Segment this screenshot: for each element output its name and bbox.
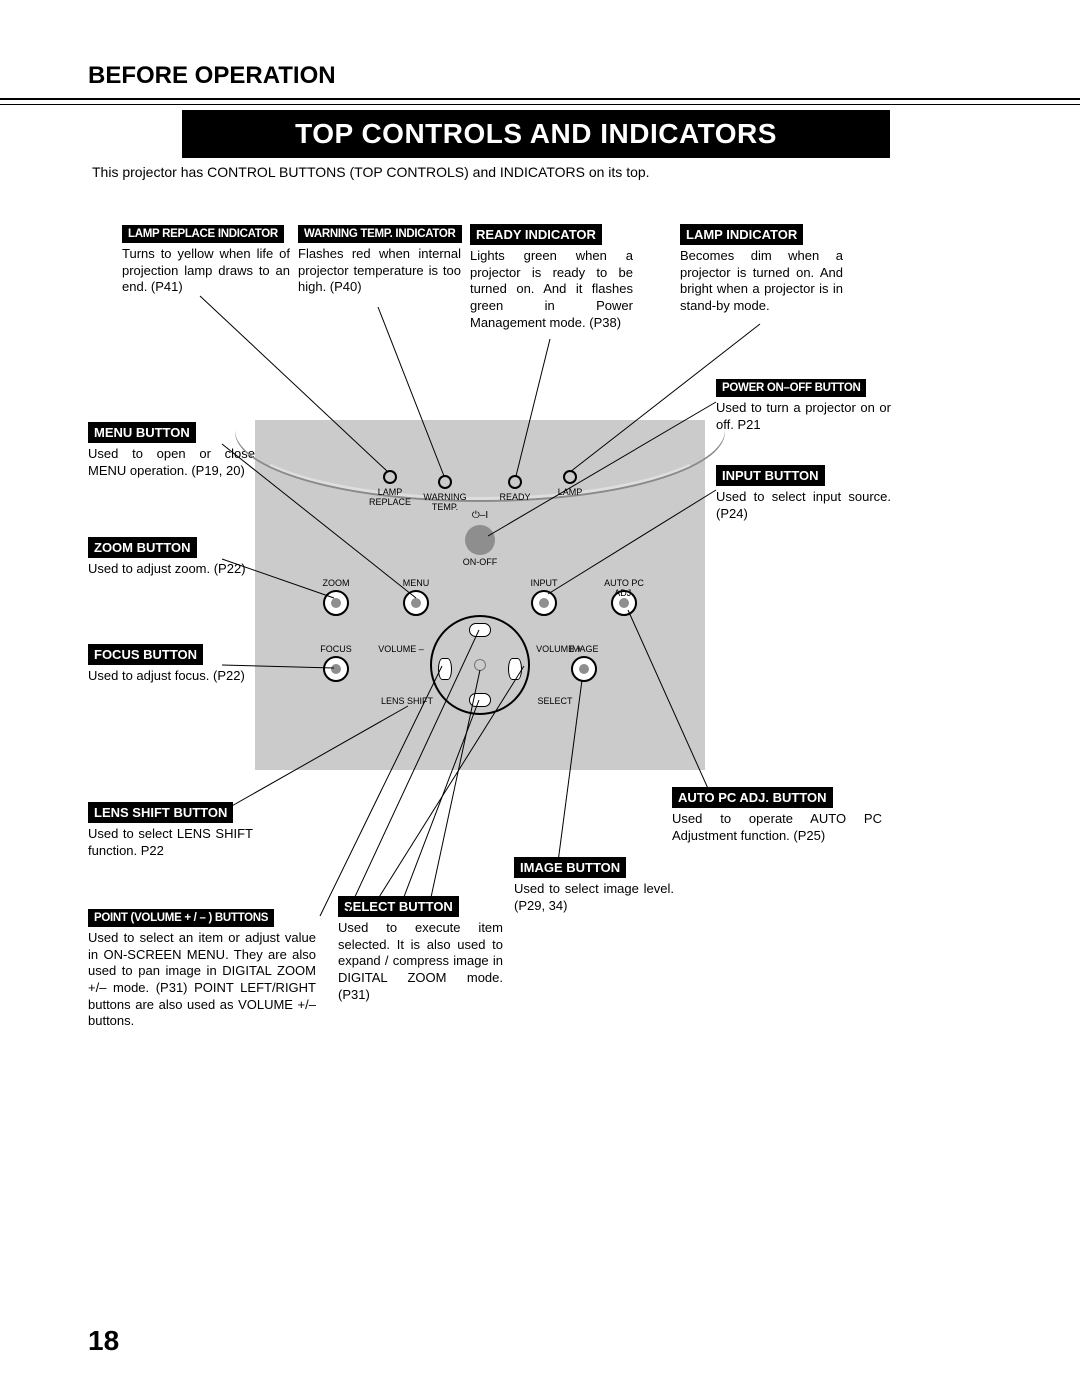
input-button[interactable] (531, 590, 557, 616)
ready-led (508, 475, 522, 489)
lamp-replace-label: LAMP REPLACE (368, 488, 412, 508)
desc: Flashes red when internal projector temp… (298, 246, 461, 296)
desc: Used to select image level. (P29, 34) (514, 881, 674, 914)
rule (0, 104, 1080, 105)
callout-lamp: LAMP INDICATOR Becomes dim when a projec… (680, 224, 843, 315)
callout-autopc: AUTO PC ADJ. BUTTON Used to operate AUTO… (672, 787, 897, 844)
desc: Used to select an item or adjust value i… (88, 930, 316, 1030)
label: READY INDICATOR (470, 224, 602, 245)
label: SELECT BUTTON (338, 896, 459, 917)
point-left[interactable] (438, 658, 452, 680)
desc: Used to operate AUTO PC Adjustment funct… (672, 811, 882, 844)
callout-ready: READY INDICATOR Lights green when a proj… (470, 224, 633, 331)
label: POINT (VOLUME + / – ) BUTTONS (88, 909, 274, 927)
focus-label: FOCUS (316, 644, 356, 654)
main-banner: TOP CONTROLS AND INDICATORS (182, 110, 890, 158)
intro-text: This projector has CONTROL BUTTONS (TOP … (92, 164, 650, 180)
desc: Used to select input source. (P24) (716, 489, 891, 522)
desc: Used to execute item selected. It is als… (338, 920, 503, 1003)
page-number: 18 (88, 1325, 119, 1357)
dpad-center (474, 659, 486, 671)
on-off-button[interactable] (465, 525, 495, 555)
desc: Used to adjust zoom. (P22) (88, 561, 255, 578)
zoom-label: ZOOM (316, 578, 356, 588)
point-down[interactable] (469, 693, 491, 707)
callout-lamp-replace: LAMP REPLACE INDICATOR Turns to yellow w… (122, 224, 290, 296)
callout-lens-shift: LENS SHIFT BUTTON Used to select LENS SH… (88, 802, 263, 859)
callout-input: INPUT BUTTON Used to select input source… (716, 465, 891, 522)
ready-label: READY (496, 493, 534, 503)
label: AUTO PC ADJ. BUTTON (672, 787, 833, 808)
zoom-button[interactable] (323, 590, 349, 616)
rule (0, 98, 1080, 100)
desc: Lights green when a projector is ready t… (470, 248, 633, 331)
control-panel-diagram: LAMP REPLACE WARNING TEMP. READY LAMP ⏻–… (255, 420, 705, 770)
label: FOCUS BUTTON (88, 644, 203, 665)
focus-button[interactable] (323, 656, 349, 682)
callout-select: SELECT BUTTON Used to execute item selec… (338, 896, 513, 1003)
panel-arc (235, 360, 725, 500)
section-title: BEFORE OPERATION (88, 62, 336, 90)
point-dpad[interactable] (430, 615, 530, 715)
menu-button[interactable] (403, 590, 429, 616)
label: LAMP REPLACE INDICATOR (122, 225, 284, 243)
label: IMAGE BUTTON (514, 857, 626, 878)
label: LENS SHIFT BUTTON (88, 802, 233, 823)
lens-shift-label: LENS SHIFT (377, 696, 437, 706)
autopc-label: AUTO PC ADJ. (597, 578, 651, 598)
label: MENU BUTTON (88, 422, 196, 443)
callout-zoom: ZOOM BUTTON Used to adjust zoom. (P22) (88, 537, 255, 578)
callout-focus: FOCUS BUTTON Used to adjust focus. (P22) (88, 644, 255, 685)
label: POWER ON–OFF BUTTON (716, 379, 866, 397)
callout-warning-temp: WARNING TEMP. INDICATOR Flashes red when… (298, 224, 461, 296)
menu-label: MENU (396, 578, 436, 588)
input-label: INPUT (524, 578, 564, 588)
desc: Used to open or close MENU operation. (P… (88, 446, 255, 479)
vol-minus-label: VOLUME – (373, 644, 429, 654)
onoff-label: ON-OFF (459, 558, 501, 568)
select-label: SELECT (533, 696, 577, 706)
point-right[interactable] (508, 658, 522, 680)
lamp-replace-led (383, 470, 397, 484)
desc: Used to turn a projector on or off. P21 (716, 400, 891, 433)
label: LAMP INDICATOR (680, 224, 803, 245)
callout-power: POWER ON–OFF BUTTON Used to turn a proje… (716, 378, 891, 433)
callout-point-vol: POINT (VOLUME + / – ) BUTTONS Used to se… (88, 908, 336, 1030)
label: WARNING TEMP. INDICATOR (298, 225, 462, 243)
desc: Turns to yellow when life of projection … (122, 246, 290, 296)
image-label: IMAGE (564, 644, 604, 654)
desc: Becomes dim when a projector is turned o… (680, 248, 843, 315)
lamp-led (563, 470, 577, 484)
warning-temp-label: WARNING TEMP. (423, 493, 467, 513)
lamp-label: LAMP (553, 488, 587, 498)
desc: Used to select LENS SHIFT function. P22 (88, 826, 253, 859)
image-button[interactable] (571, 656, 597, 682)
point-up[interactable] (469, 623, 491, 637)
label: INPUT BUTTON (716, 465, 825, 486)
desc: Used to adjust focus. (P22) (88, 668, 255, 685)
callout-menu: MENU BUTTON Used to open or close MENU o… (88, 422, 255, 479)
warning-temp-led (438, 475, 452, 489)
label: ZOOM BUTTON (88, 537, 197, 558)
callout-image: IMAGE BUTTON Used to select image level.… (514, 857, 689, 914)
